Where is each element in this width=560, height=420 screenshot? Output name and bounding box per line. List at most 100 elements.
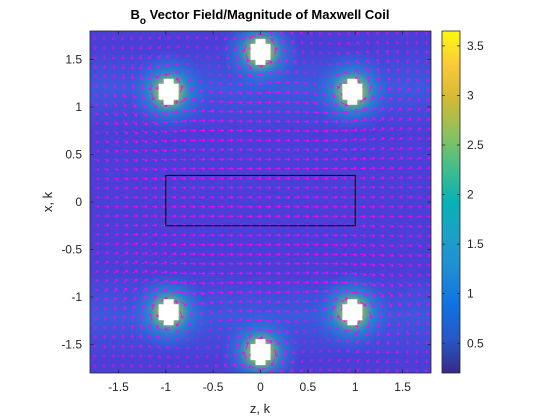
field-vector	[369, 204, 376, 209]
field-vector	[425, 301, 430, 306]
field-vector	[405, 349, 410, 354]
field-vector	[274, 214, 281, 219]
field-vector	[132, 130, 138, 135]
field-vector	[406, 320, 410, 326]
field-vector	[160, 130, 168, 134]
field-vector	[236, 176, 243, 181]
field-vector	[236, 82, 243, 86]
field-vector	[265, 166, 272, 171]
field-vector	[274, 47, 278, 55]
field-vector	[322, 166, 329, 171]
field-vector	[331, 261, 338, 266]
field-vector	[356, 50, 361, 55]
field-vector	[312, 120, 319, 124]
coil-wire	[250, 38, 271, 65]
field-vector	[303, 233, 310, 238]
field-vector	[293, 339, 297, 345]
field-vector	[414, 40, 419, 46]
field-vector	[424, 40, 429, 46]
field-vector	[189, 118, 197, 123]
field-vector	[360, 195, 366, 200]
field-vector	[416, 253, 422, 258]
field-vector	[206, 54, 210, 59]
field-vector	[132, 167, 139, 172]
field-vector	[312, 242, 319, 247]
field-vector	[217, 81, 223, 86]
field-vector	[378, 96, 384, 103]
field-vector	[347, 368, 351, 372]
field-vector	[155, 325, 162, 331]
field-vector	[176, 35, 181, 40]
field-vector	[359, 147, 367, 151]
field-vector	[217, 281, 224, 285]
field-vector	[255, 290, 262, 295]
field-vector	[303, 157, 310, 162]
field-vector	[236, 157, 243, 162]
field-vector	[265, 147, 272, 152]
field-vector	[122, 83, 126, 89]
field-vector	[340, 204, 347, 209]
field-vector	[265, 119, 272, 124]
field-vector	[406, 87, 411, 93]
field-vector	[113, 232, 119, 237]
field-vector	[196, 355, 200, 360]
field-vector	[319, 349, 323, 353]
field-vector	[132, 223, 139, 228]
field-vector	[274, 138, 281, 143]
field-vector	[139, 35, 143, 41]
field-vector	[395, 358, 400, 364]
field-vector	[246, 271, 253, 276]
field-vector	[246, 185, 253, 190]
field-vector	[322, 271, 329, 275]
field-vector	[284, 128, 291, 133]
field-vector	[293, 80, 299, 85]
field-vector	[416, 272, 422, 277]
field-vector	[246, 334, 252, 341]
field-vector	[322, 204, 329, 209]
field-vector	[141, 111, 148, 117]
field-vector	[241, 363, 247, 369]
field-vector	[274, 147, 281, 152]
field-vector	[340, 176, 347, 180]
field-vector	[246, 233, 253, 238]
field-vector	[174, 71, 181, 75]
field-vector	[388, 253, 394, 258]
field-vector	[255, 72, 263, 77]
field-vector	[131, 83, 135, 90]
field-vector	[378, 234, 385, 238]
field-vector	[322, 120, 329, 124]
field-vector	[113, 139, 119, 144]
field-vector	[255, 138, 262, 143]
field-vector	[198, 252, 206, 257]
field-vector	[246, 214, 253, 219]
field-vector	[416, 107, 421, 113]
field-vector	[312, 166, 319, 171]
field-vector	[284, 138, 291, 143]
field-vector	[274, 204, 281, 209]
field-vector	[207, 336, 211, 340]
field-vector	[312, 82, 317, 86]
field-vector	[179, 98, 187, 103]
field-vector	[255, 318, 263, 323]
field-vector	[369, 107, 376, 113]
field-vector	[233, 45, 238, 52]
field-vector	[205, 364, 209, 369]
field-vector	[369, 311, 373, 319]
field-vector	[274, 271, 281, 276]
field-vector	[246, 147, 253, 152]
field-vector	[141, 149, 148, 153]
field-vector	[196, 346, 200, 350]
field-vector	[130, 54, 134, 60]
field-vector	[217, 90, 223, 95]
field-vector	[331, 233, 338, 238]
field-vector	[94, 242, 100, 246]
field-vector	[328, 368, 332, 372]
field-vector	[386, 59, 390, 65]
field-vector	[416, 234, 422, 238]
field-vector	[255, 195, 262, 200]
field-vector	[416, 204, 422, 209]
field-vector	[378, 301, 384, 308]
field-vector	[424, 368, 429, 373]
field-vector	[227, 299, 233, 304]
